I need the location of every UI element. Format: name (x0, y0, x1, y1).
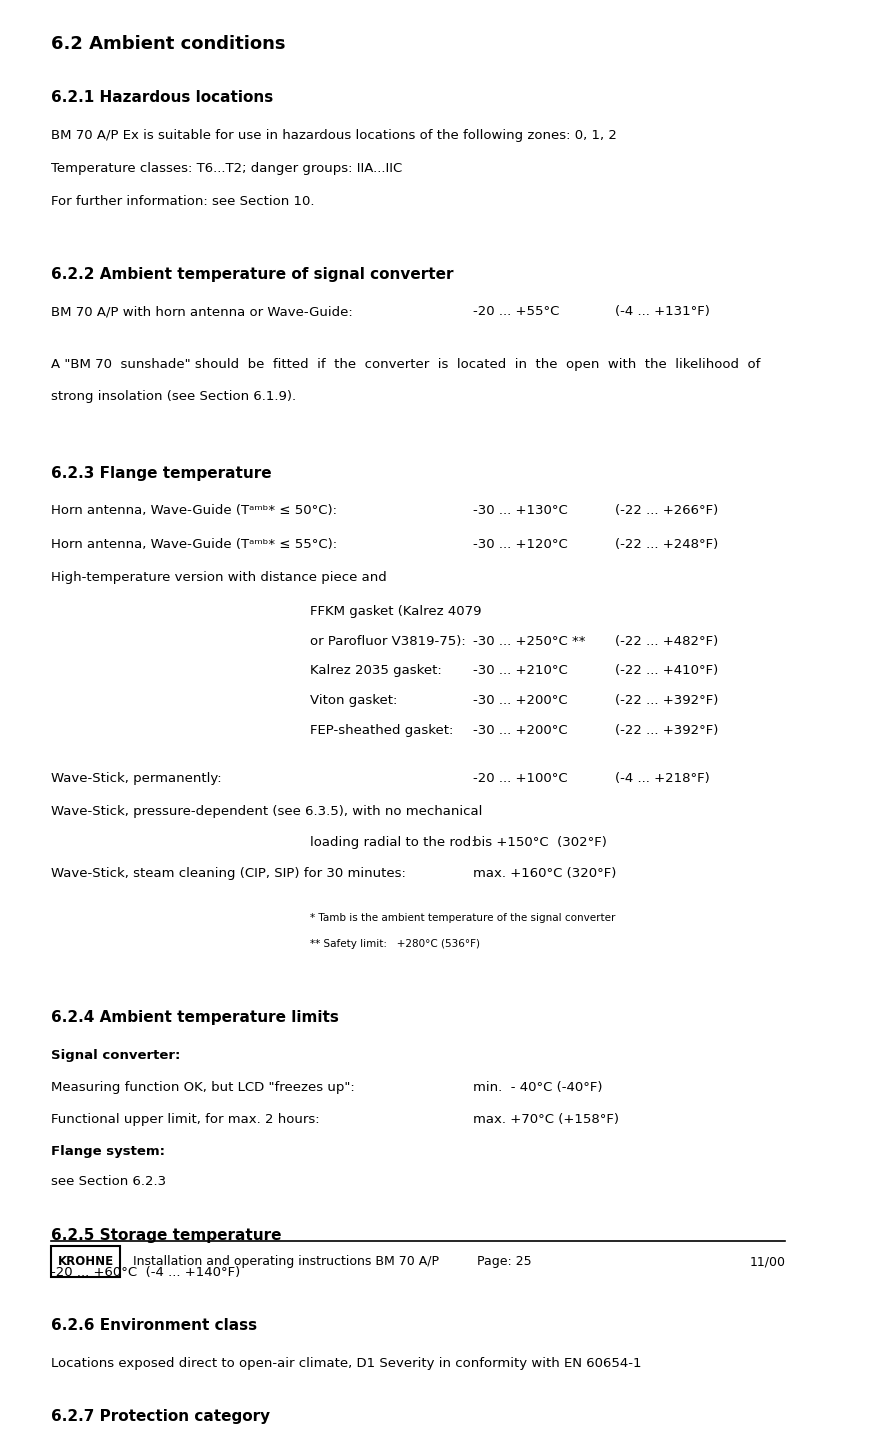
Text: -30 ... +120°C: -30 ... +120°C (472, 538, 567, 551)
Text: -30 ... +250°C **: -30 ... +250°C ** (472, 634, 585, 647)
Text: (-4 ... +131°F): (-4 ... +131°F) (614, 305, 709, 318)
Text: 6.2.3 Flange temperature: 6.2.3 Flange temperature (51, 466, 272, 482)
Text: -20 ... +55°C: -20 ... +55°C (472, 305, 559, 318)
Text: (-22 ... +392°F): (-22 ... +392°F) (614, 695, 718, 707)
Text: Installation and operating instructions BM 70 A/P: Installation and operating instructions … (133, 1255, 439, 1268)
Text: 6.2.1 Hazardous locations: 6.2.1 Hazardous locations (51, 91, 274, 105)
Text: 6.2.7 Protection category: 6.2.7 Protection category (51, 1409, 270, 1424)
Text: Locations exposed direct to open-air climate, D1 Severity in conformity with EN : Locations exposed direct to open-air cli… (51, 1356, 641, 1369)
Text: Horn antenna, Wave-Guide (Tᵃᵐᵇ* ≤ 50°C):: Horn antenna, Wave-Guide (Tᵃᵐᵇ* ≤ 50°C): (51, 505, 337, 518)
Text: Wave-Stick, permanently:: Wave-Stick, permanently: (51, 772, 222, 785)
Text: -30 ... +200°C: -30 ... +200°C (472, 725, 567, 738)
Text: (-22 ... +266°F): (-22 ... +266°F) (614, 505, 717, 518)
Text: Flange system:: Flange system: (51, 1145, 165, 1159)
Text: Measuring function OK, but LCD "freezes up":: Measuring function OK, but LCD "freezes … (51, 1081, 355, 1094)
Text: (-4 ... +218°F): (-4 ... +218°F) (614, 772, 709, 785)
Text: -30 ... +130°C: -30 ... +130°C (472, 505, 567, 518)
Text: Viton gasket:: Viton gasket: (309, 695, 396, 707)
Text: 6.2.4 Ambient temperature limits: 6.2.4 Ambient temperature limits (51, 1011, 339, 1025)
Text: -30 ... +200°C: -30 ... +200°C (472, 695, 567, 707)
Text: (-22 ... +248°F): (-22 ... +248°F) (614, 538, 717, 551)
Text: 6.2.2 Ambient temperature of signal converter: 6.2.2 Ambient temperature of signal conv… (51, 267, 453, 282)
Text: (-22 ... +392°F): (-22 ... +392°F) (614, 725, 718, 738)
Text: For further information: see Section 10.: For further information: see Section 10. (51, 196, 315, 209)
Text: Temperature classes: T6...T2; danger groups: IIA...IIC: Temperature classes: T6...T2; danger gro… (51, 162, 402, 175)
Text: (-22 ... +410°F): (-22 ... +410°F) (614, 664, 717, 677)
Text: BM 70 A/P Ex is suitable for use in hazardous locations of the following zones: : BM 70 A/P Ex is suitable for use in haza… (51, 128, 617, 141)
Text: Functional upper limit, for max. 2 hours:: Functional upper limit, for max. 2 hours… (51, 1113, 320, 1126)
Text: Kalrez 2035 gasket:: Kalrez 2035 gasket: (309, 664, 441, 677)
Text: 6.2.6 Environment class: 6.2.6 Environment class (51, 1319, 257, 1333)
FancyBboxPatch shape (51, 1247, 120, 1277)
Text: (-22 ... +482°F): (-22 ... +482°F) (614, 634, 717, 647)
Text: Wave-Stick, steam cleaning (CIP, SIP) for 30 minutes:: Wave-Stick, steam cleaning (CIP, SIP) fo… (51, 867, 406, 880)
Text: BM 70 A/P with horn antenna or Wave-Guide:: BM 70 A/P with horn antenna or Wave-Guid… (51, 305, 353, 318)
Text: Wave-Stick, pressure-dependent (see 6.3.5), with no mechanical: Wave-Stick, pressure-dependent (see 6.3.… (51, 805, 482, 818)
Text: bis +150°C  (302°F): bis +150°C (302°F) (472, 837, 606, 850)
Text: 11/00: 11/00 (748, 1255, 784, 1268)
Text: -20 ... +60°C  (-4 ... +140°F): -20 ... +60°C (-4 ... +140°F) (51, 1265, 240, 1278)
Text: -30 ... +210°C: -30 ... +210°C (472, 664, 567, 677)
Text: Horn antenna, Wave-Guide (Tᵃᵐᵇ* ≤ 55°C):: Horn antenna, Wave-Guide (Tᵃᵐᵇ* ≤ 55°C): (51, 538, 337, 551)
Text: Signal converter:: Signal converter: (51, 1048, 181, 1061)
Text: max. +70°C (+158°F): max. +70°C (+158°F) (472, 1113, 618, 1126)
Text: 6.2 Ambient conditions: 6.2 Ambient conditions (51, 35, 285, 53)
Text: ** Safety limit:   +280°C (536°F): ** Safety limit: +280°C (536°F) (309, 939, 479, 949)
Text: strong insolation (see Section 6.1.9).: strong insolation (see Section 6.1.9). (51, 390, 296, 403)
Text: or Parofluor V3819-75):: or Parofluor V3819-75): (309, 634, 465, 647)
Text: High-temperature version with distance piece and: High-temperature version with distance p… (51, 571, 387, 584)
Text: -20 ... +100°C: -20 ... +100°C (472, 772, 567, 785)
Text: Page: 25: Page: 25 (477, 1255, 531, 1268)
Text: FFKM gasket (Kalrez 4079: FFKM gasket (Kalrez 4079 (309, 605, 480, 618)
Text: max. +160°C (320°F): max. +160°C (320°F) (472, 867, 615, 880)
Text: FEP-sheathed gasket:: FEP-sheathed gasket: (309, 725, 452, 738)
Text: A "BM 70  sunshade" should  be  fitted  if  the  converter  is  located  in  the: A "BM 70 sunshade" should be fitted if t… (51, 358, 760, 371)
Text: * Tamb is the ambient temperature of the signal converter: * Tamb is the ambient temperature of the… (309, 913, 614, 923)
Text: 6.2.5 Storage temperature: 6.2.5 Storage temperature (51, 1228, 282, 1242)
Text: min.  - 40°C (-40°F): min. - 40°C (-40°F) (472, 1081, 602, 1094)
Text: KROHNE: KROHNE (57, 1255, 114, 1268)
Text: see Section 6.2.3: see Section 6.2.3 (51, 1175, 166, 1188)
Text: loading radial to the rod:: loading radial to the rod: (309, 837, 475, 850)
